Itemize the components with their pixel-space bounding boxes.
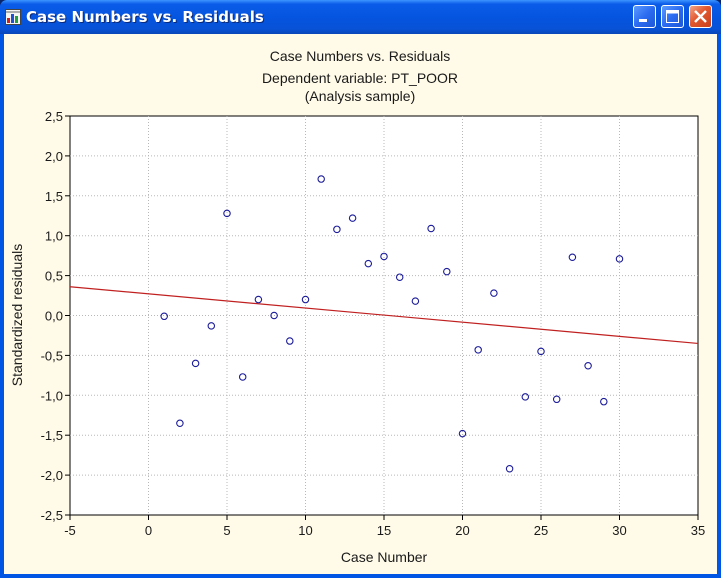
maximize-button[interactable] xyxy=(661,5,684,28)
data-point xyxy=(254,295,263,304)
close-icon xyxy=(694,10,707,23)
data-point xyxy=(286,337,294,345)
data-point xyxy=(521,393,530,401)
data-point xyxy=(238,373,247,381)
minimize-button[interactable] xyxy=(633,5,656,28)
data-point xyxy=(223,209,231,218)
y-tick-label: 0,5 xyxy=(45,269,63,284)
data-point xyxy=(443,267,451,276)
data-point xyxy=(176,419,184,427)
chart-subtitle-line-1: Dependent variable: PT_POOR xyxy=(262,70,458,86)
data-point xyxy=(160,312,168,321)
data-point xyxy=(395,273,404,281)
data-point xyxy=(317,175,325,183)
data-point xyxy=(568,253,577,261)
fit-line-layer xyxy=(69,286,699,345)
data-point xyxy=(474,346,482,354)
x-tick-label: 5 xyxy=(223,523,230,538)
data-point xyxy=(364,259,373,268)
scatter-chart: Case Numbers vs. Residuals Dependent var… xyxy=(9,48,706,565)
data-point xyxy=(270,311,278,320)
data-point xyxy=(505,464,514,473)
x-tick-label: 10 xyxy=(298,523,312,538)
data-point xyxy=(600,397,608,406)
window-title: Case Numbers vs. Residuals xyxy=(26,8,264,26)
y-tick-label: 2,0 xyxy=(45,149,63,164)
data-point xyxy=(427,224,435,233)
chart-area: Case Numbers vs. Residuals Dependent var… xyxy=(4,34,717,574)
data-point xyxy=(490,289,498,297)
close-button[interactable] xyxy=(689,5,712,28)
chart-subtitle-line-2: (Analysis sample) xyxy=(305,88,415,104)
y-tick-label: 0,0 xyxy=(45,309,63,324)
data-point xyxy=(191,359,200,368)
x-axis-label: Case Number xyxy=(341,549,428,565)
y-tick-label: -1,5 xyxy=(41,428,63,443)
y-tick-label: -0,5 xyxy=(41,348,63,363)
x-tick-label: 30 xyxy=(612,523,626,538)
data-point xyxy=(301,295,310,304)
data-point xyxy=(207,322,216,330)
data-point xyxy=(333,225,341,234)
x-tick-label: 35 xyxy=(691,523,705,538)
x-tick-label: 20 xyxy=(455,523,469,538)
y-tick-label: -2,5 xyxy=(41,508,63,523)
grid-lines xyxy=(70,116,698,515)
data-point xyxy=(584,362,592,370)
data-point xyxy=(380,252,388,261)
y-tick-label: 1,5 xyxy=(45,189,63,204)
data-point xyxy=(615,255,624,263)
data-point xyxy=(537,347,545,356)
x-tick-label: -5 xyxy=(64,523,76,538)
title-bar[interactable]: Case Numbers vs. Residuals xyxy=(0,0,721,34)
y-axis-label: Standardized residuals xyxy=(9,244,25,386)
y-tick-label: 2,5 xyxy=(45,109,63,124)
y-tick-label: -2,0 xyxy=(41,468,63,483)
x-tick-label: 15 xyxy=(377,523,391,538)
x-tick-label: 0 xyxy=(145,523,152,538)
axis-ticks: -5 0 5 10 15 20 25 30 35 2,5 2,0 1,5 1,0 0,5 0,0 -0,5 -1… xyxy=(41,109,706,538)
data-point xyxy=(348,214,357,222)
y-tick-label: -1,0 xyxy=(41,388,63,403)
data-point xyxy=(411,297,420,305)
chart-title: Case Numbers vs. Residuals xyxy=(270,48,451,64)
y-tick-label: 1,0 xyxy=(45,229,63,244)
data-point xyxy=(458,429,467,438)
data-points xyxy=(160,175,624,473)
minimize-icon xyxy=(639,19,647,22)
x-tick-label: 25 xyxy=(534,523,548,538)
regression-fit-line xyxy=(69,286,699,345)
chart-app-icon[interactable] xyxy=(5,9,21,25)
data-point xyxy=(552,395,561,404)
maximize-icon xyxy=(666,10,679,23)
